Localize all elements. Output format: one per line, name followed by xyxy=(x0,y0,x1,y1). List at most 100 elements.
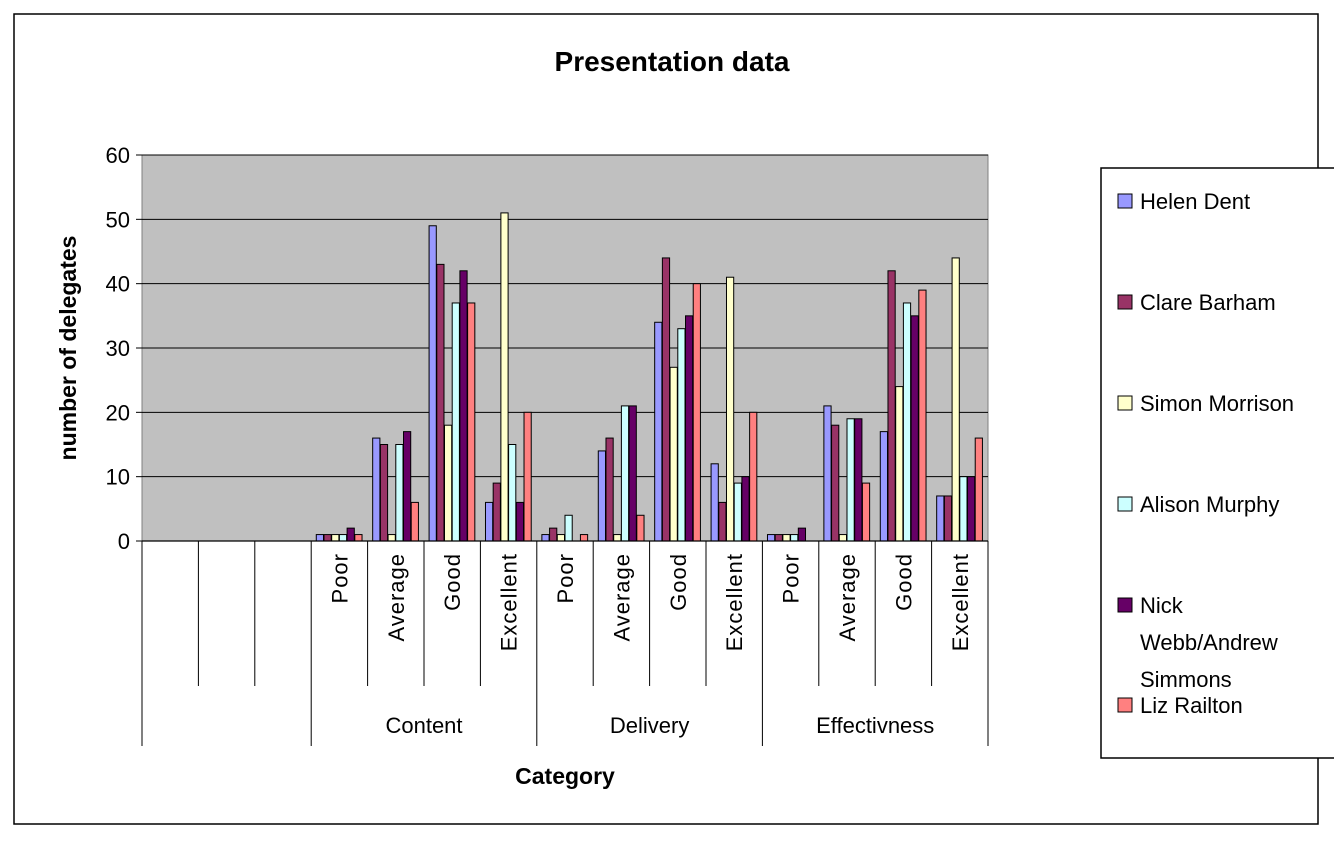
bar xyxy=(620,405,630,542)
bar xyxy=(315,534,324,542)
bar xyxy=(372,437,381,542)
x-tick-label: Excellent xyxy=(722,553,747,651)
bar xyxy=(902,302,912,542)
bar xyxy=(331,534,340,542)
bar xyxy=(613,534,622,542)
bar xyxy=(443,424,453,542)
x-tick-label: Good xyxy=(891,553,916,611)
legend-entry: Nick Webb/Andrew Simmons xyxy=(1140,593,1278,692)
bar xyxy=(797,527,807,542)
x-tick-label: Poor xyxy=(327,553,352,603)
bar xyxy=(718,501,727,542)
bar xyxy=(387,534,396,542)
x-axis-label: Category xyxy=(515,763,615,789)
x-tick-label: Average xyxy=(609,553,634,642)
bar xyxy=(692,283,701,542)
bar xyxy=(549,527,558,542)
y-tick-label: 30 xyxy=(106,336,130,361)
bar xyxy=(597,450,606,542)
x-group-label: Effectivness xyxy=(816,713,934,738)
bar xyxy=(492,482,501,542)
bar xyxy=(782,534,791,542)
bar xyxy=(951,257,960,542)
bar xyxy=(790,534,799,542)
bar xyxy=(846,418,855,542)
bar xyxy=(338,534,348,542)
legend-swatch xyxy=(1117,697,1133,713)
legend-entry: Helen Dent xyxy=(1140,189,1250,214)
bar xyxy=(395,444,404,542)
bar xyxy=(910,315,919,542)
legend-swatch xyxy=(1117,193,1133,209)
x-tick-label: Good xyxy=(440,553,465,611)
bar xyxy=(831,424,840,542)
bar xyxy=(523,411,532,542)
y-tick-label: 60 xyxy=(106,143,130,168)
legend-swatch xyxy=(1117,496,1133,512)
bar xyxy=(774,534,783,542)
bar xyxy=(861,482,871,542)
bar xyxy=(710,463,719,542)
bar xyxy=(854,418,863,542)
bar xyxy=(895,386,904,542)
x-tick-label: Excellent xyxy=(948,553,973,651)
bar xyxy=(661,257,671,542)
legend-entry: Liz Railton xyxy=(1140,693,1243,718)
y-axis-label: number of delegates xyxy=(55,236,81,461)
bar xyxy=(628,405,637,542)
bar xyxy=(541,534,550,542)
bar xyxy=(428,225,437,542)
bar xyxy=(879,431,888,542)
bar xyxy=(959,476,968,542)
x-tick-label: Good xyxy=(666,553,691,611)
bar xyxy=(354,534,363,542)
bar xyxy=(733,482,742,542)
bar xyxy=(410,501,419,542)
bar xyxy=(943,495,953,542)
bar xyxy=(379,444,389,542)
bar xyxy=(508,444,517,542)
bar xyxy=(918,289,927,542)
bar xyxy=(749,411,758,542)
bar xyxy=(467,302,476,542)
legend-swatch xyxy=(1117,597,1133,613)
bar xyxy=(677,328,686,542)
bar xyxy=(936,495,945,542)
y-axis-ticks: 0 10 20 30 40 50 60 xyxy=(106,143,142,554)
bar xyxy=(654,321,663,542)
x-axis: Poor Average Good Excellent Poor Average Good E… xyxy=(141,540,989,746)
bar xyxy=(556,534,565,542)
bar xyxy=(451,302,460,542)
chart-title: Presentation data xyxy=(555,46,790,77)
x-group-label: Content xyxy=(385,713,462,738)
bar xyxy=(579,534,589,542)
x-tick-label: Average xyxy=(835,553,860,642)
bar xyxy=(346,527,355,542)
bar xyxy=(436,263,445,542)
y-tick-label: 40 xyxy=(106,272,130,297)
legend: Helen Dent Clare Barham Simon Morrison Alis… xyxy=(1117,189,1294,718)
bar xyxy=(459,270,468,542)
bar xyxy=(323,534,332,542)
y-tick-label: 50 xyxy=(106,207,130,232)
bar xyxy=(685,315,694,542)
bar xyxy=(823,405,832,542)
bar xyxy=(725,276,735,542)
bar xyxy=(605,437,614,542)
legend-swatch xyxy=(1117,294,1133,310)
bar xyxy=(838,534,847,542)
gridlines xyxy=(142,154,988,478)
bar xyxy=(887,270,896,542)
y-tick-label: 0 xyxy=(118,529,130,554)
x-tick-label: Average xyxy=(384,553,409,642)
bar xyxy=(500,212,509,542)
legend-entry: Alison Murphy xyxy=(1140,492,1279,517)
legend-entry: Clare Barham xyxy=(1140,290,1276,315)
bar xyxy=(636,514,645,542)
bar xyxy=(967,476,976,542)
bar xyxy=(766,534,776,542)
bar xyxy=(403,431,412,542)
y-tick-label: 10 xyxy=(106,465,130,490)
